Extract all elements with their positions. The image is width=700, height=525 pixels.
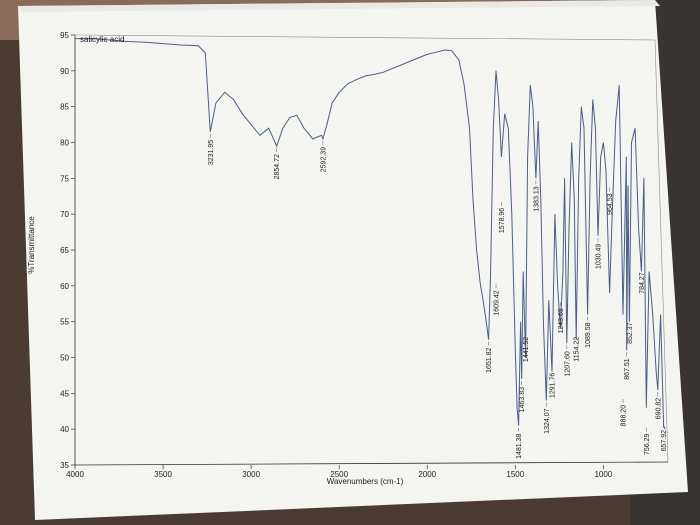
y-tick-label: 50 [60,354,69,363]
y-axis-label: %Transmittance [27,216,36,274]
peak-label: 1463.83 [519,387,526,412]
peak-label: 1383.13 [533,186,540,211]
right-frame-line [654,39,669,463]
y-tick-label: 85 [60,103,69,112]
peak-label: 1609.42 [494,290,501,315]
y-tick-label: 60 [60,282,69,291]
peak-label: 690.82 [655,398,662,420]
x-tick-label: 4000 [66,470,84,479]
peak-label: 784.27 [639,272,646,294]
y-tick-label: 35 [60,461,69,470]
x-tick-label: 1000 [594,470,612,479]
x-tick-label: 3000 [242,470,260,479]
peak-label: 1441.52 [523,337,530,362]
peak-labels: 3231.95 2854.72 2592.39 1651.82 1609.42 1578.… [208,133,668,459]
peak-label: 1089.58 [585,322,592,347]
x-tick-label: 1500 [506,470,524,479]
peak-label: 1154.22 [574,337,581,362]
y-tick-label: 80 [60,139,69,148]
x-ticks: 4000 3500 3000 2500 2000 1500 1000 [66,465,613,479]
y-tick-label: 70 [60,210,69,219]
top-frame-line [74,34,656,41]
spectrum-series-line [75,38,666,430]
x-tick-label: 3500 [154,470,172,479]
x-axis-line [74,461,669,466]
y-tick-label: 65 [60,246,69,255]
peak-label: 657.92 [661,430,668,452]
peak-label: 1291.76 [550,373,557,398]
peak-label: 1578.96 [499,208,506,233]
y-tick-label: 75 [60,174,69,183]
x-tick-label: 2000 [418,470,436,479]
y-ticks: 35 40 45 50 55 60 65 70 75 80 85 90 95 [60,31,75,470]
peak-label: 852.37 [627,322,634,344]
peak-label: 1030.49 [596,244,603,269]
y-tick-label: 45 [60,389,69,398]
peak-label: 2854.72 [274,154,281,179]
peak-label: 756.29 [644,434,651,456]
y-tick-label: 90 [60,67,69,76]
peak-label: 2592.39 [320,147,327,172]
y-tick-label: 55 [60,318,69,327]
x-tick-label: 2500 [330,470,348,479]
paper-edge-shadow [18,0,660,12]
peak-label: 888.20 [621,405,628,427]
peak-label: 1243.69 [558,308,565,333]
peak-label: 964.53 [607,193,614,215]
peak-label: 1324.07 [544,408,551,433]
y-tick-label: 95 [60,31,69,40]
peak-label: 1481.38 [516,434,523,459]
y-tick-label: 40 [60,425,69,434]
x-axis-label: Wavenumbers (cm-1) [327,477,404,486]
peak-label: 3231.95 [208,140,215,165]
peak-label: 1207.60 [564,351,571,376]
chart-title: salicylic acid [80,35,124,44]
paper-sheet [18,0,688,520]
peak-label: 1651.82 [486,348,493,373]
peak-label: 867.51 [624,358,631,380]
